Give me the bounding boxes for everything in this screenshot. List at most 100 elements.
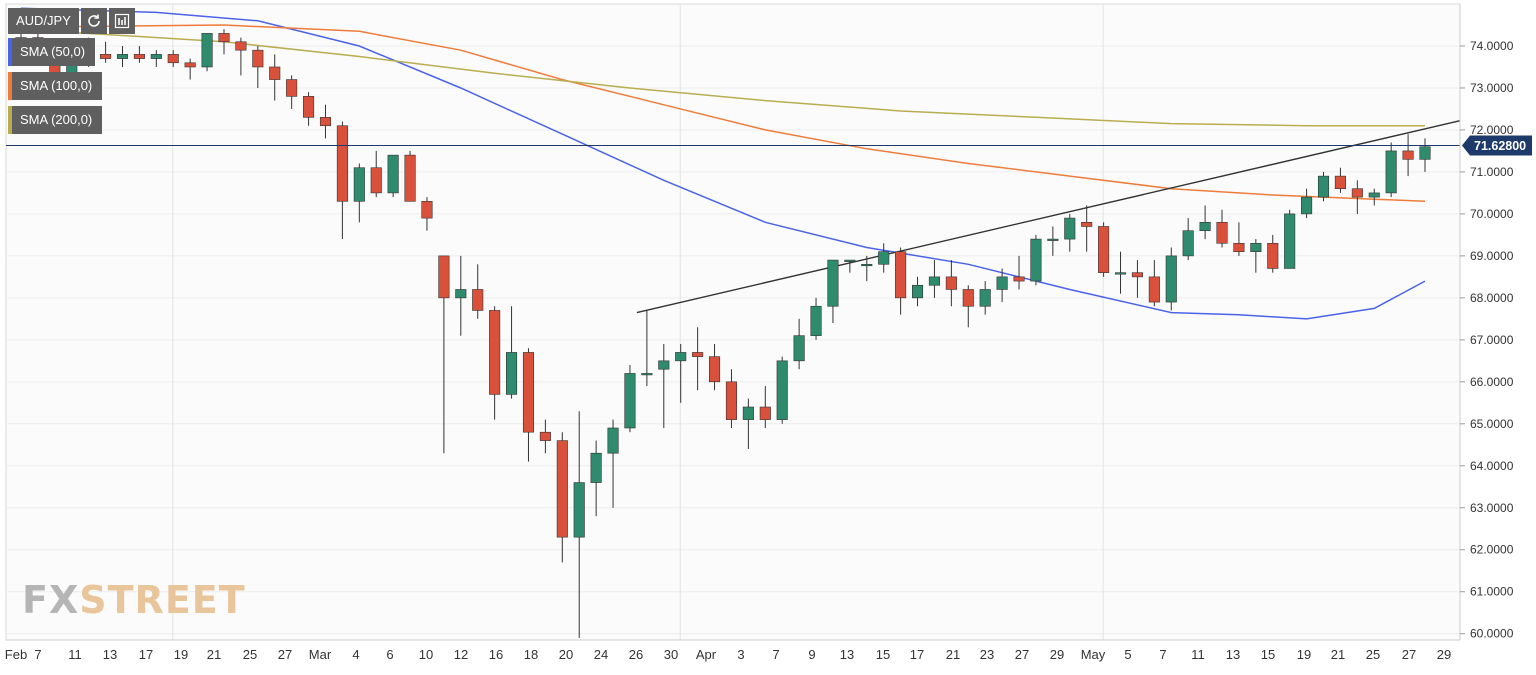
y-tick-label: 71.0000 — [1470, 165, 1514, 179]
y-tick-label: 68.0000 — [1470, 291, 1514, 305]
candle-down — [1351, 188, 1363, 198]
candle-down — [319, 117, 332, 127]
y-tick-label: 67.0000 — [1470, 333, 1514, 347]
last-price-label: 71.62800 — [1474, 139, 1526, 153]
x-tick-label: 11 — [1191, 647, 1205, 662]
candle-down — [556, 440, 568, 538]
x-tick-label: 7 — [1159, 647, 1166, 662]
x-tick-label: 7 — [772, 647, 779, 662]
candle-up — [1317, 175, 1330, 198]
candle-up — [1114, 272, 1127, 275]
x-tick-label: 16 — [489, 647, 503, 662]
candle-up — [1182, 230, 1194, 257]
x-tick-label: 17 — [139, 647, 153, 662]
x-tick-label: 20 — [559, 647, 573, 662]
x-tick-label: 27 — [1402, 647, 1416, 662]
candle-down — [370, 167, 382, 194]
x-tick-label: 13 — [1226, 647, 1240, 662]
candle-down — [1267, 242, 1279, 269]
candle-down — [472, 289, 484, 311]
x-tick-label: 15 — [1261, 647, 1275, 662]
candle-up — [979, 289, 991, 307]
candle-up — [590, 452, 602, 483]
candle-up — [1368, 192, 1380, 198]
chart-toolbar: AUD/JPY — [8, 8, 135, 34]
x-tick-label: 6 — [386, 647, 393, 662]
y-tick-label: 72.0000 — [1470, 123, 1514, 137]
candle-up — [387, 154, 399, 194]
candle-up — [878, 251, 890, 265]
candle-up — [573, 482, 585, 538]
x-tick-label: Feb — [5, 647, 27, 662]
candle-up — [911, 284, 924, 299]
x-tick-label: 27 — [278, 647, 292, 662]
y-tick-label: 63.0000 — [1470, 501, 1514, 515]
x-tick-label: Mar — [309, 647, 332, 662]
candle-down — [269, 66, 281, 80]
fxstreet-logo: FXSTREET — [22, 578, 246, 622]
symbol-label[interactable]: AUD/JPY — [8, 8, 79, 34]
y-tick-label: 66.0000 — [1470, 375, 1514, 389]
chart-settings-icon[interactable] — [108, 8, 135, 34]
candle-down — [759, 406, 771, 420]
x-tick-label: 19 — [1297, 647, 1311, 662]
candle-up — [658, 360, 670, 370]
candle-up — [1199, 221, 1211, 231]
x-tick-label: 5 — [1124, 647, 1131, 662]
y-tick-label: 73.0000 — [1470, 81, 1514, 95]
candle-down — [404, 154, 416, 202]
candle-down — [336, 125, 348, 202]
candle-down — [167, 54, 179, 64]
x-tick-label: 15 — [876, 647, 890, 662]
candle-down — [252, 49, 264, 68]
x-tick-label: 13 — [103, 647, 117, 662]
x-tick-label: 17 — [910, 647, 924, 662]
candle-up — [1047, 238, 1059, 241]
candle-up — [928, 276, 940, 286]
x-tick-label: May — [1081, 647, 1106, 662]
x-tick-label: 21 — [946, 647, 960, 662]
candle-down — [708, 356, 721, 383]
x-tick-label: 29 — [1437, 647, 1451, 662]
candle-up — [1250, 242, 1262, 252]
candle-down — [1216, 221, 1228, 244]
sma-line-200 — [20, 28, 1425, 127]
candle-up — [861, 263, 873, 267]
candlesticks — [15, 29, 1431, 638]
x-tick-label: 29 — [1050, 647, 1064, 662]
x-tick-label: 25 — [243, 647, 257, 662]
candle-down — [421, 201, 433, 219]
candle-down — [1402, 150, 1414, 160]
y-tick-label: 65.0000 — [1470, 417, 1514, 431]
candle-up — [996, 276, 1008, 290]
candle-down — [184, 62, 196, 68]
candle-up — [641, 373, 653, 376]
candle-down — [1013, 276, 1025, 282]
x-tick-label: 19 — [174, 647, 188, 662]
legend-sma-200-swatch — [8, 106, 12, 134]
candle-down — [218, 33, 230, 43]
legend-sma-200[interactable]: SMA (200,0) — [8, 106, 103, 134]
candle-up — [624, 373, 636, 429]
legend-sma-100-label: SMA (100,0) — [12, 72, 103, 100]
legend-sma-50[interactable]: SMA (50,0) — [8, 38, 96, 66]
candle-up — [675, 352, 687, 362]
candle-up — [776, 360, 788, 420]
candle-up — [1385, 150, 1397, 194]
candle-up — [1030, 238, 1042, 282]
candle-up — [1284, 213, 1296, 269]
y-tick-label: 61.0000 — [1470, 585, 1514, 599]
plot-area — [5, 3, 1461, 641]
candle-up — [1064, 217, 1076, 240]
refresh-icon[interactable] — [80, 8, 107, 34]
last-price-line: 71.62800 — [6, 135, 1532, 156]
x-tick-label: 9 — [808, 647, 815, 662]
y-tick-label: 62.0000 — [1470, 543, 1514, 557]
legend-sma-100[interactable]: SMA (100,0) — [8, 72, 103, 100]
y-tick-label: 64.0000 — [1470, 459, 1514, 473]
x-tick-label: 7 — [34, 647, 41, 662]
y-tick-label: 69.0000 — [1470, 249, 1514, 263]
candle-down — [100, 54, 112, 59]
x-tick-label: 25 — [1366, 647, 1380, 662]
